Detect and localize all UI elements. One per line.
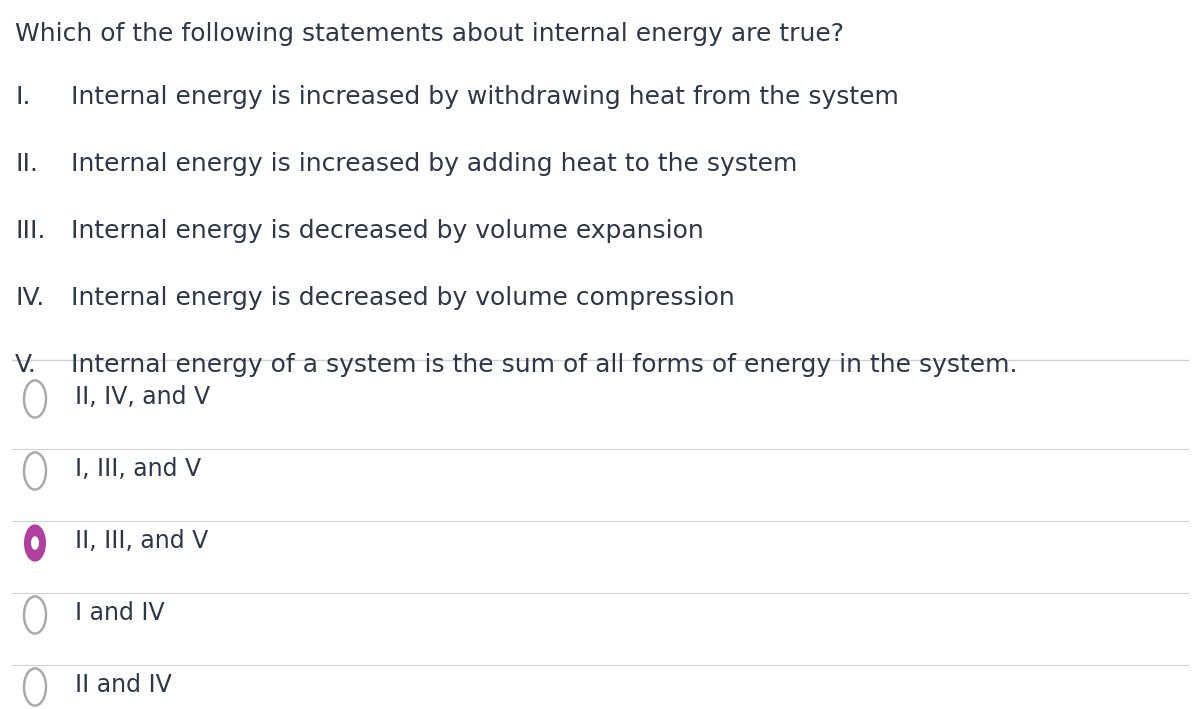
Ellipse shape [31,536,38,549]
Text: IV.: IV. [14,286,44,310]
Ellipse shape [24,525,46,562]
Text: Internal energy is increased by withdrawing heat from the system: Internal energy is increased by withdraw… [55,85,899,109]
Text: I and IV: I and IV [74,601,164,625]
Text: Internal energy of a system is the sum of all forms of energy in the system.: Internal energy of a system is the sum o… [55,353,1018,377]
Text: Internal energy is decreased by volume expansion: Internal energy is decreased by volume e… [55,219,703,243]
Text: II, III, and V: II, III, and V [74,529,209,553]
Text: I.: I. [14,85,30,109]
Text: V.: V. [14,353,37,377]
Text: Internal energy is increased by adding heat to the system: Internal energy is increased by adding h… [55,152,797,176]
Text: II.: II. [14,152,38,176]
Text: III.: III. [14,219,46,243]
Text: II, IV, and V: II, IV, and V [74,385,210,409]
Text: I, III, and V: I, III, and V [74,457,202,481]
Text: Internal energy is decreased by volume compression: Internal energy is decreased by volume c… [55,286,734,310]
Text: II and IV: II and IV [74,673,172,697]
Text: Which of the following statements about internal energy are true?: Which of the following statements about … [14,22,844,46]
